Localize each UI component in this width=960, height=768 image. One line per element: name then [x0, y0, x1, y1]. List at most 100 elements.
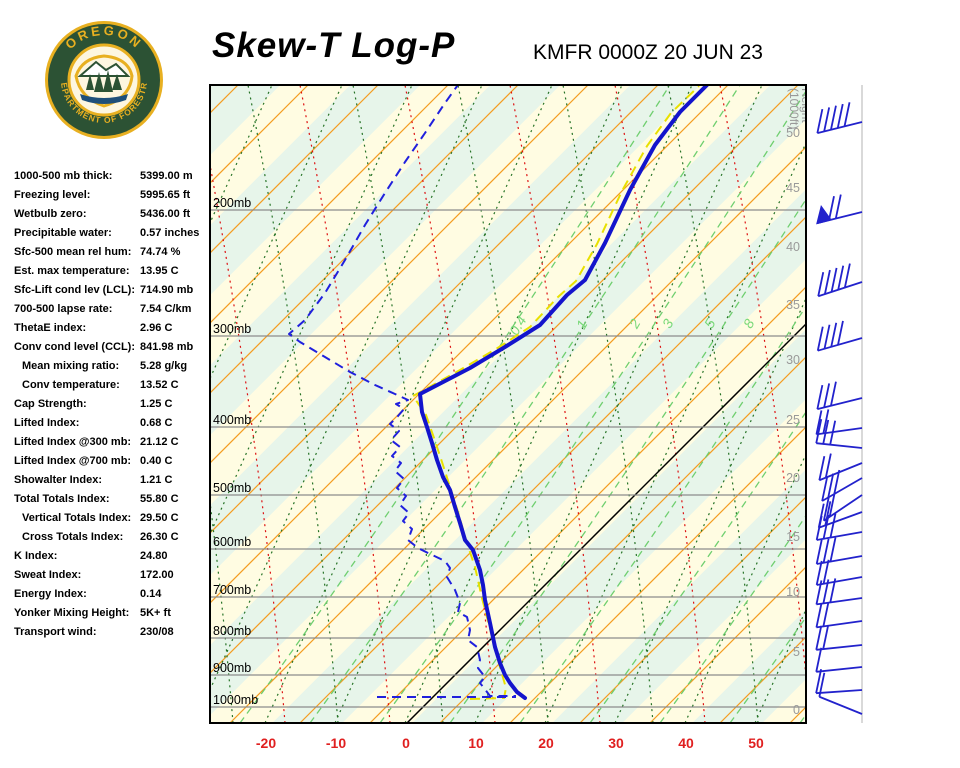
stat-label: 700-500 lapse rate:: [14, 302, 113, 315]
stat-row: Lifted Index @300 mb: 21.12 C: [14, 432, 216, 451]
stat-label: ThetaE index:: [14, 321, 87, 334]
wind-barb: [815, 669, 863, 695]
temp-axis-label: 20: [538, 735, 554, 751]
wind-barb: [815, 537, 863, 565]
stat-label: Cross Totals Index:: [22, 530, 124, 543]
stat-row: Precipitable water: 0.57 inches: [14, 223, 216, 242]
stat-label: 1000-500 mb thick:: [14, 169, 113, 182]
logo-mountain: [77, 60, 131, 77]
wind-barb: [816, 320, 863, 352]
temp-axis-label: 40: [678, 735, 694, 751]
logo-trees: [86, 70, 122, 92]
stat-row: Vertical Totals Index: 29.50 C: [14, 508, 216, 527]
height-label: 50: [786, 126, 800, 140]
chart-border: [209, 84, 807, 724]
dewpoint-profile-line: [288, 85, 516, 697]
stat-row: Lifted Index @700 mb: 0.40 C: [14, 451, 216, 470]
stat-value: 55.80 C: [140, 492, 179, 505]
stat-value: 5436.00 ft: [140, 207, 191, 220]
wind-barbs: [815, 85, 863, 723]
stat-label: Freezing level:: [14, 188, 91, 201]
stat-label: Cap Strength:: [14, 397, 87, 410]
stat-label: Vertical Totals Index:: [22, 511, 132, 524]
height-label: 15: [786, 530, 800, 544]
stat-label: Lifted Index @300 mb:: [14, 435, 132, 448]
mixing-ratio-label: 8: [740, 316, 758, 331]
stat-label: Transport wind:: [14, 625, 97, 638]
mixing-ratio-label: 5: [701, 316, 719, 331]
stat-row: Transport wind: 230/08: [14, 622, 216, 641]
stat-row: Est. max temperature: 13.95 C: [14, 261, 216, 280]
stat-row: 700-500 lapse rate: 7.54 C/km: [14, 299, 216, 318]
wind-barb: [815, 419, 863, 449]
height-label: 25: [786, 413, 800, 427]
mixing-ratio-label: 1: [573, 317, 591, 332]
moist-adiabat-lines: [239, 85, 806, 723]
stat-value: 841.98 mb: [140, 340, 194, 353]
height-label: 5: [793, 645, 800, 659]
pressure-label: 300mb: [213, 322, 251, 336]
stat-label: Lifted Index @700 mb:: [14, 454, 132, 467]
stat-label: Precipitable water:: [14, 226, 112, 239]
temp-axis-label: 50: [748, 735, 764, 751]
pressure-label: 200mb: [213, 196, 251, 210]
pressure-label: 700mb: [213, 583, 251, 597]
stat-value: 0.14: [140, 587, 162, 600]
stat-label: Total Totals Index:: [14, 492, 110, 505]
wind-barb: [816, 102, 863, 135]
wind-barb: [816, 194, 863, 225]
wind-barb: [817, 263, 863, 298]
height-label: 35: [786, 298, 800, 312]
wind-barb: [818, 453, 863, 482]
stat-value: 5K+ ft: [140, 606, 171, 619]
stat-value: 13.52 C: [140, 378, 179, 391]
temp-axis-labels: -20 -10 0 10 20 30 40 50: [256, 735, 764, 751]
stat-value: 2.96 C: [140, 321, 173, 334]
stat-value: 5995.65 ft: [140, 188, 191, 201]
pressure-label: 900mb: [213, 661, 251, 675]
indices-panel: 1000-500 mb thick: 5399.00 m Freezing leve…: [14, 166, 216, 641]
stat-label: Sfc-Lift cond lev (LCL):: [14, 283, 135, 296]
pressure-label: 500mb: [213, 481, 251, 495]
stat-value: 5.28 g/kg: [140, 359, 188, 372]
stat-value: 1.21 C: [140, 473, 173, 486]
stat-value: 0.57 inches: [140, 226, 200, 239]
temp-axis-label: -20: [256, 735, 276, 751]
temperature-profile-line: [418, 85, 709, 700]
wind-barb: [815, 513, 863, 541]
stat-label: Energy Index:: [14, 587, 87, 600]
height-label: 0: [793, 703, 800, 717]
stat-label: K Index:: [14, 549, 58, 562]
stat-row: Freezing level: 5995.65 ft: [14, 185, 216, 204]
stat-label: Conv cond level (CCL):: [14, 340, 136, 353]
stat-row: Yonker Mixing Height: 5K+ ft: [14, 603, 216, 622]
wind-barb: [822, 492, 863, 522]
page-title: Skew-T Log-P: [212, 26, 456, 65]
wind-barb: [818, 672, 863, 715]
wind-barb: [815, 409, 863, 436]
stat-row: Showalter Index: 1.21 C: [14, 470, 216, 489]
stat-value: 5399.00 m: [140, 169, 193, 182]
stat-value: 74.74 %: [140, 245, 181, 258]
height-label: 10: [786, 585, 800, 599]
stat-value: 7.54 C/km: [140, 302, 192, 315]
chart-plot-area: 200mb 300mb 400mb 500mb 600mb 700mb 800mb 900mb…: [210, 85, 806, 723]
stat-row: K Index: 24.80: [14, 546, 216, 565]
temp-axis-label: 30: [608, 735, 624, 751]
wind-barb: [815, 602, 863, 629]
height-label: 45: [786, 181, 800, 195]
stat-value: 29.50 C: [140, 511, 179, 524]
pressure-label: 1000mb: [213, 693, 258, 707]
stat-row: ThetaE index: 2.96 C: [14, 318, 216, 337]
logo-water: [80, 94, 128, 104]
stat-value: 13.95 C: [140, 264, 179, 277]
stat-label: Mean mixing ratio:: [22, 359, 120, 372]
temp-axis-label: -10: [326, 735, 346, 751]
stat-value: 172.00: [140, 568, 174, 581]
dry-adiabat-lines: [210, 85, 806, 723]
stat-value: 714.90 mb: [140, 283, 194, 296]
odf-logo-image: OREGON DEPARTMENT OF FORESTRY: [38, 10, 163, 139]
